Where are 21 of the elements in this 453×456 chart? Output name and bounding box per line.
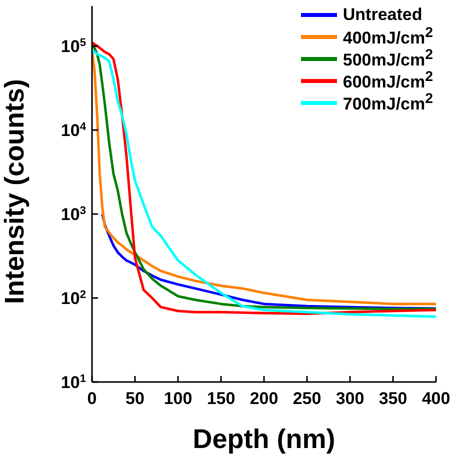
x-tick-label: 100	[164, 389, 192, 408]
legend-label: 400mJ/cm$^{2}$	[342, 25, 433, 49]
y-tick-label: 10$^{5}$	[60, 37, 86, 56]
x-tick-label: 150	[206, 389, 236, 408]
y-tick-label: 10$^{1}$	[60, 373, 86, 392]
legend-label: 700mJ/cm$^{2}$	[342, 91, 433, 115]
x-tick-label: 200	[250, 389, 278, 408]
x-axis-title: Depth (nm)	[192, 424, 336, 454]
x-tick-label: 350	[378, 389, 408, 408]
x-tick-label: 0	[87, 389, 97, 408]
legend-label: Untreated	[342, 5, 422, 25]
x-tick-label: 250	[292, 389, 322, 408]
x-tick-label: 400	[422, 389, 450, 408]
y-axis-title: Intensity (counts)	[0, 78, 30, 304]
legend-label: 600mJ/cm$^{2}$	[342, 69, 433, 93]
y-tick-label: 10$^{2}$	[60, 289, 86, 308]
x-tick-label: 300	[336, 389, 364, 408]
y-tick-label: 10$^{3}$	[60, 205, 86, 224]
x-tick-label: 50	[126, 389, 144, 408]
y-tick-label: 10$^{4}$	[60, 121, 87, 140]
legend-label: 500mJ/cm$^{2}$	[342, 47, 433, 71]
